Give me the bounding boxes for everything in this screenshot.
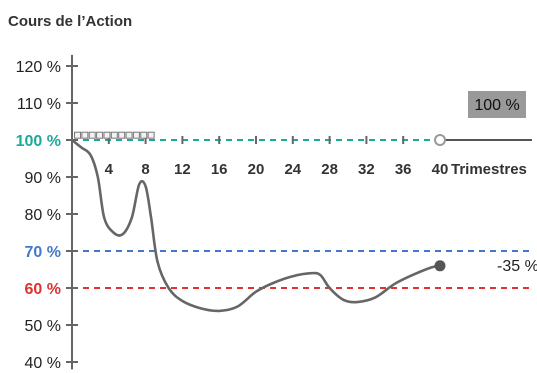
- square-marker: [125, 131, 133, 139]
- y-tick-label: 60 %: [25, 281, 61, 298]
- label-box-text: 100 %: [474, 97, 519, 114]
- y-tick-label: 100 %: [16, 133, 61, 150]
- y-axis-ticks: 120 % 110 % 100 % 90 % 80 % 70 % 60 % 50 % 40 %: [16, 59, 78, 372]
- square-marker: [132, 131, 140, 139]
- y-tick-label: 70 %: [25, 244, 61, 261]
- x-tick-label: 16: [211, 161, 228, 178]
- x-tick-label: 36: [395, 161, 412, 178]
- x-tick-label: 32: [358, 161, 375, 178]
- x-tick-label: 12: [174, 161, 191, 178]
- x-axis-label: Trimestres: [451, 161, 527, 178]
- series-line: [70, 138, 442, 313]
- end-point-marker: [434, 260, 446, 272]
- x-tick-label: 40: [432, 161, 449, 178]
- square-marker: [140, 131, 148, 139]
- y-tick-label: 80 %: [25, 207, 61, 224]
- y-tick-label: 40 %: [25, 355, 61, 372]
- x-tick-label: 20: [248, 161, 265, 178]
- chart-title: Cours de l’Action: [8, 13, 133, 30]
- square-marker: [118, 131, 126, 139]
- square-marker: [147, 131, 155, 139]
- annotations: -35 % 100 %: [434, 91, 537, 275]
- x-tick-label: 4: [105, 161, 114, 178]
- y-tick-label: 110 %: [17, 96, 61, 113]
- reference-lines: [72, 139, 532, 289]
- x-tick-label: 24: [284, 161, 301, 178]
- end-point-label: -35 %: [497, 258, 537, 275]
- square-marker: [110, 131, 118, 139]
- reference-end-marker: [434, 134, 446, 146]
- y-tick-label: 50 %: [25, 318, 61, 335]
- square-marker: [81, 131, 89, 139]
- x-tick-label: 8: [141, 161, 149, 178]
- label-box: [468, 91, 526, 118]
- series-group: [70, 131, 442, 313]
- square-marker: [88, 131, 96, 139]
- y-tick-label: 90 %: [25, 170, 61, 187]
- square-marker: [96, 131, 104, 139]
- x-axis-ticks: 4 8 12 16 20 24 28 32 36 40 Trimestres: [105, 136, 527, 178]
- square-marker: [74, 131, 82, 139]
- x-tick-label: 28: [321, 161, 338, 178]
- y-tick-label: 120 %: [16, 59, 61, 76]
- square-marker: [103, 131, 111, 139]
